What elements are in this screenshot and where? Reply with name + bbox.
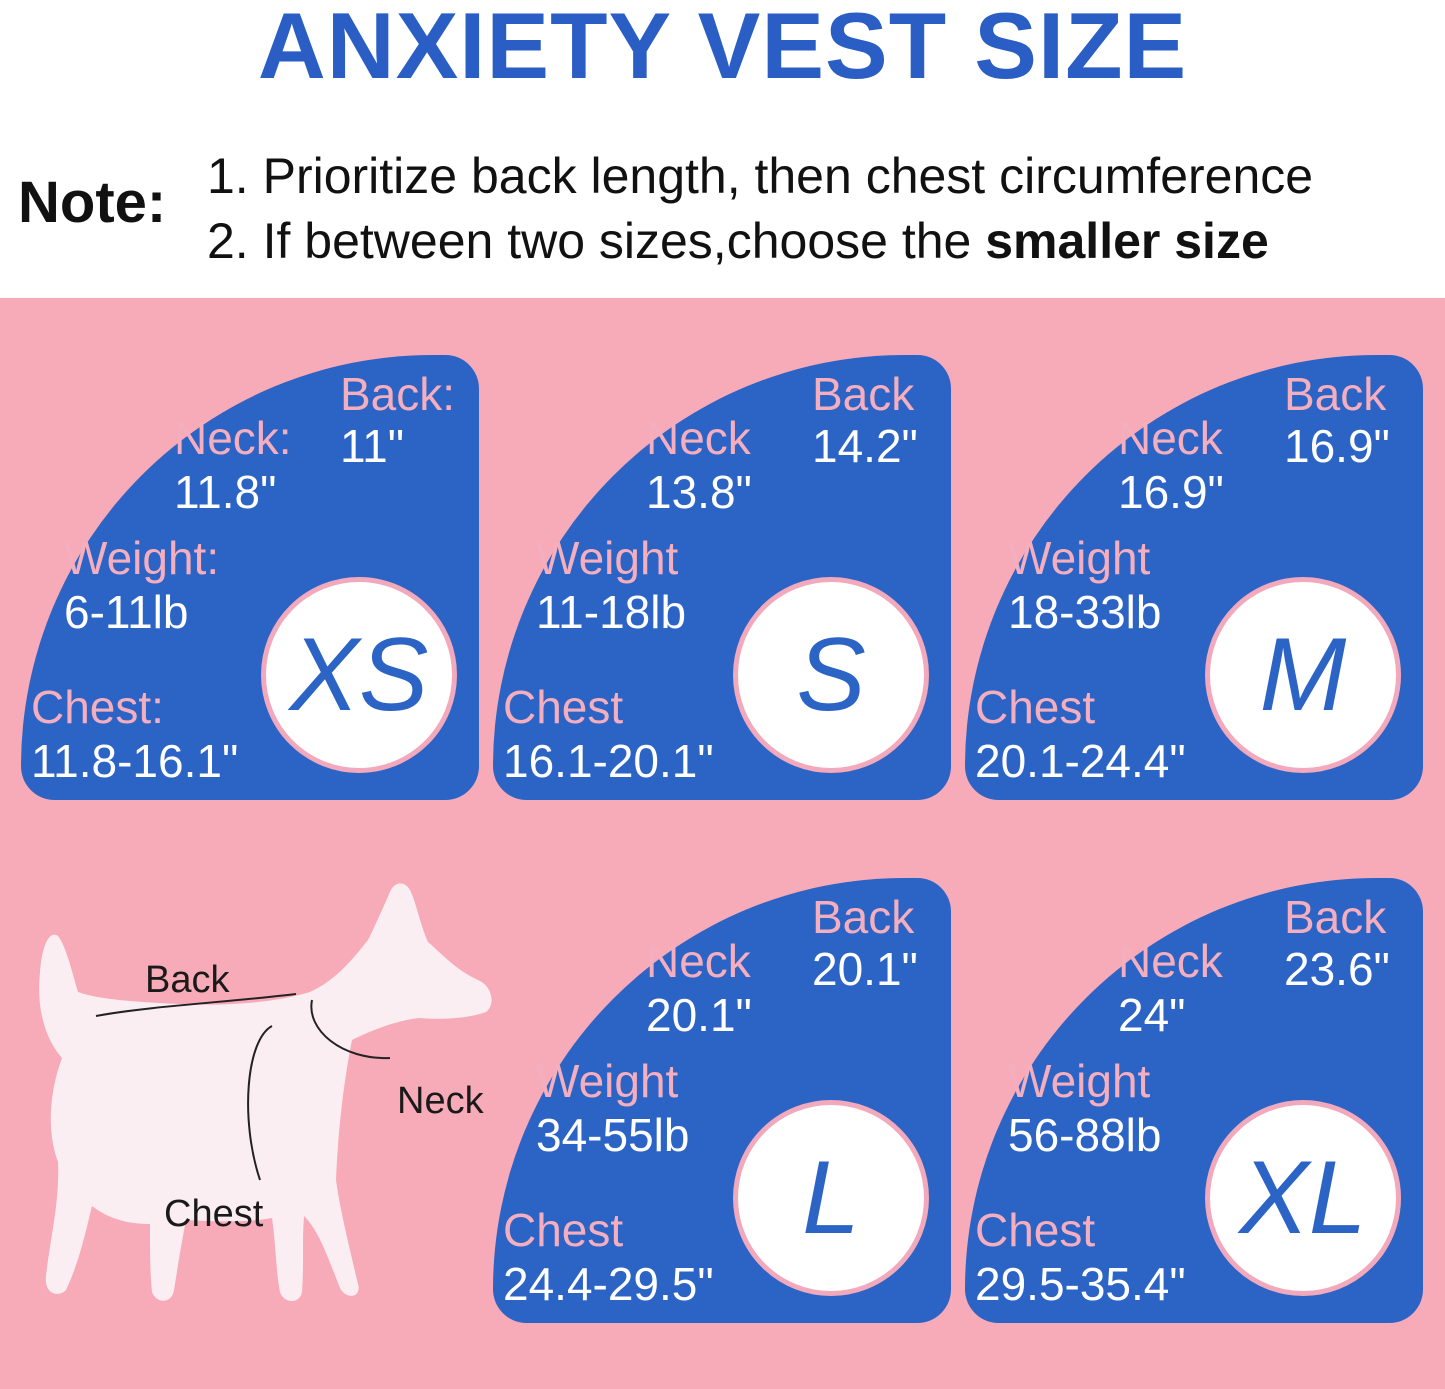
size-letter: XS: [289, 617, 429, 733]
back-value: 16.9": [1284, 420, 1390, 472]
note-line-2-text: 2. If between two sizes,choose the: [207, 213, 986, 269]
note-line-2-emphasis: smaller size: [985, 213, 1269, 269]
dog-chest-label: Chest: [164, 1193, 264, 1235]
back-label: Back: [812, 368, 915, 420]
weight-label: Weight: [1008, 532, 1151, 584]
size-badge: XL: [1205, 1100, 1401, 1296]
size-letter: M: [1259, 617, 1347, 733]
neck-value: 11.8": [174, 466, 277, 518]
back-label: Back:: [340, 368, 456, 420]
weight-label: Weight: [536, 532, 679, 584]
neck-value: 24": [1118, 989, 1186, 1041]
chest-value: 20.1-24.4": [975, 735, 1186, 787]
chest-value: 24.4-29.5": [503, 1258, 714, 1310]
neck-label: Neck: [646, 412, 751, 464]
page-title: ANXIETY VEST SIZE: [257, 0, 1188, 98]
chest-label: Chest: [975, 681, 1096, 733]
neck-label: Neck:: [174, 412, 292, 464]
size-badge: S: [733, 577, 929, 773]
dog-measurement-illustration: [39, 883, 492, 1301]
weight-label: Weight:: [64, 532, 220, 584]
note-label: Note:: [18, 170, 167, 235]
back-measure-line: [95, 993, 297, 1017]
neck-value: 16.9": [1118, 466, 1224, 518]
chest-label: Chest: [503, 681, 624, 733]
weight-label: Weight: [1008, 1055, 1151, 1107]
note-line-1: 1. Prioritize back length, then chest ci…: [207, 148, 1314, 204]
dog-back-label: Back: [145, 959, 230, 1001]
size-badge: XS: [261, 577, 457, 773]
neck-label: Neck: [1118, 412, 1223, 464]
back-value: 20.1": [812, 943, 918, 995]
size-badge: M: [1205, 577, 1401, 773]
neck-measure-line: [310, 999, 391, 1060]
dog-neck-label: Neck: [397, 1080, 484, 1122]
neck-value: 13.8": [646, 466, 752, 518]
neck-label: Neck: [1118, 935, 1223, 987]
back-label: Back: [812, 891, 915, 943]
size-card-m: Back 16.9" Neck 16.9" Weight 18-33lb Che…: [965, 355, 1423, 800]
back-value: 11": [340, 420, 405, 472]
dog-silhouette: [39, 883, 492, 1301]
note-line-2: 2. If between two sizes,choose the small…: [207, 211, 1269, 271]
weight-value: 6-11lb: [64, 586, 189, 638]
chest-label: Chest: [975, 1204, 1096, 1256]
size-letter: XL: [1239, 1140, 1367, 1256]
chest-value: 11.8-16.1": [31, 735, 239, 787]
weight-value: 18-33lb: [1008, 586, 1162, 638]
chest-value: 16.1-20.1": [503, 735, 714, 787]
size-card-l: Back 20.1" Neck 20.1" Weight 34-55lb Che…: [493, 878, 951, 1323]
weight-value: 11-18lb: [536, 586, 687, 638]
size-letter: S: [796, 617, 866, 733]
weight-value: 56-88lb: [1008, 1109, 1162, 1161]
back-label: Back: [1284, 368, 1387, 420]
chest-measure-line: [247, 1025, 273, 1181]
back-value: 14.2": [812, 420, 918, 472]
size-letter: L: [802, 1140, 860, 1256]
chest-label: Chest:: [31, 681, 164, 733]
back-value: 23.6": [1284, 943, 1390, 995]
neck-value: 20.1": [646, 989, 752, 1041]
neck-label: Neck: [646, 935, 751, 987]
weight-value: 34-55lb: [536, 1109, 690, 1161]
chest-label: Chest: [503, 1204, 624, 1256]
size-badge: L: [733, 1100, 929, 1296]
back-label: Back: [1284, 891, 1387, 943]
chest-value: 29.5-35.4": [975, 1258, 1186, 1310]
weight-label: Weight: [536, 1055, 679, 1107]
